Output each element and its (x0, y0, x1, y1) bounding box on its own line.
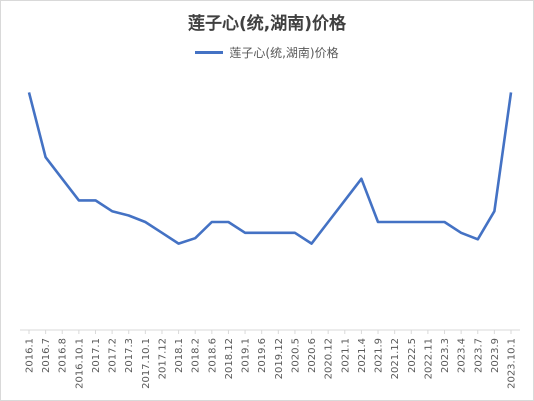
x-tick-label: 2017.2 (108, 338, 119, 373)
x-tick-label: 2021.9 (374, 338, 385, 373)
x-tick-label: 2022.5 (407, 338, 418, 373)
x-tick-label: 2019.6 (257, 338, 268, 373)
x-tick-label: 2020.5 (290, 338, 301, 373)
x-tick-label: 2021.4 (357, 338, 368, 373)
x-tick-label: 2023.7 (473, 338, 484, 373)
x-tick-label: 2017.3 (124, 338, 135, 373)
x-tick-label: 2017.1 (91, 338, 102, 373)
chart-title: 莲子心(统,湖南)价格 (188, 14, 346, 34)
x-tick-label: 2023.10.1 (507, 338, 518, 389)
x-tick-label: 2021.1 (340, 338, 351, 373)
x-tick-label: 2016.7 (41, 338, 52, 373)
legend: 莲子心(统,湖南)价格 (0, 44, 534, 61)
x-tick-label: 2023.4 (457, 338, 468, 373)
x-tick-label: 2021.12 (390, 338, 401, 379)
x-tick-label: 2016.8 (58, 338, 69, 373)
x-tick-label: 2019.12 (274, 338, 285, 379)
x-tick-label: 2020.6 (307, 338, 318, 373)
legend-swatch (195, 51, 224, 54)
legend-label: 莲子心(统,湖南)价格 (229, 46, 339, 60)
x-tick-label: 2023.9 (490, 338, 501, 373)
x-tick-label: 2018.12 (224, 338, 235, 379)
x-tick-label: 2018.6 (207, 338, 218, 373)
x-tick-label: 2016.10.1 (74, 338, 85, 389)
x-tick-label: 2017.10.1 (141, 338, 152, 389)
x-tick-label: 2019.1 (241, 338, 252, 373)
x-tick-label: 2022.11 (423, 338, 434, 379)
x-tick-label: 2023.3 (440, 338, 451, 373)
series-line (27, 92, 513, 245)
x-tick-label: 2016.1 (25, 338, 36, 373)
x-tick-label: 2020.12 (324, 338, 335, 379)
x-tick-label: 2017.12 (157, 338, 168, 379)
x-tick-label: 2018.1 (174, 338, 185, 373)
x-tick-label: 2018.2 (191, 338, 202, 373)
x-axis-tick-labels: 2016.1 2016.7 2016.8 2016.10.1 2017.1 2017.2 2… (25, 338, 518, 389)
x-axis-ticks (28, 330, 512, 334)
